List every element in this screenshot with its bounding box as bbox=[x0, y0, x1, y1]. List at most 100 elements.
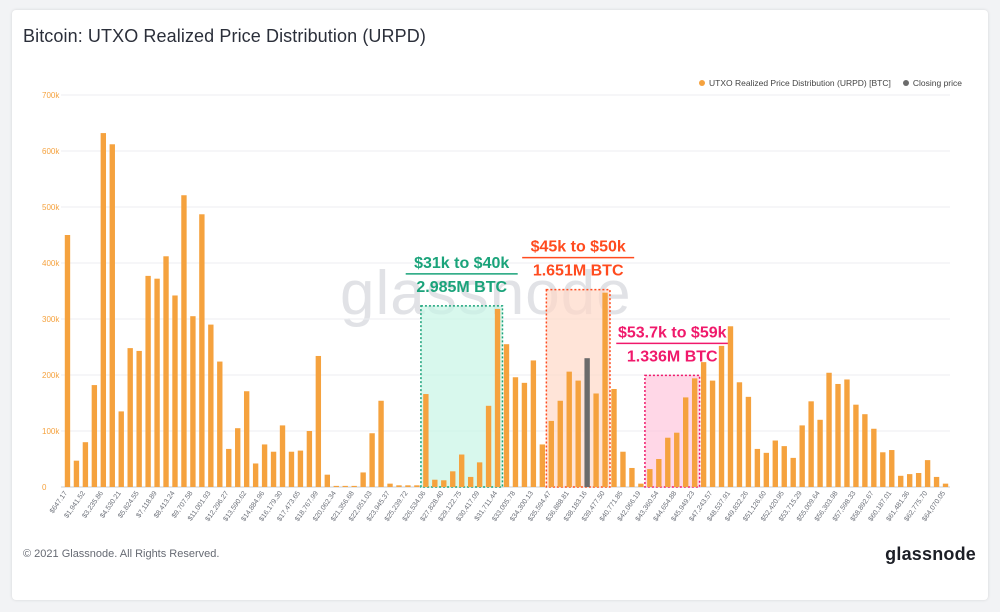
legend-label-urpd: UTXO Realized Price Distribution (URPD) … bbox=[709, 78, 891, 88]
urpd-bar bbox=[252, 463, 259, 487]
urpd-bar bbox=[763, 452, 770, 487]
urpd-bar bbox=[217, 361, 223, 487]
urpd-bar bbox=[647, 469, 653, 487]
urpd-bar bbox=[817, 419, 823, 487]
urpd-bar bbox=[467, 476, 474, 487]
urpd-bar bbox=[270, 451, 277, 487]
urpd-bar bbox=[620, 451, 626, 487]
urpd-bar bbox=[118, 411, 124, 487]
urpd-bar bbox=[243, 391, 250, 487]
urpd-bar bbox=[494, 308, 501, 487]
urpd-bar bbox=[297, 450, 304, 487]
legend-item-closing-price[interactable]: Closing price bbox=[902, 78, 962, 88]
urpd-bar bbox=[109, 144, 115, 487]
urpd-bar bbox=[423, 394, 429, 487]
urpd-bar bbox=[853, 404, 859, 487]
urpd-bar bbox=[871, 428, 877, 487]
annotation-total-3: 1.336M BTC bbox=[627, 348, 718, 365]
urpd-bar bbox=[181, 195, 187, 488]
y-tick-label: 200k bbox=[42, 371, 60, 380]
urpd-bar bbox=[656, 459, 662, 487]
legend-label-closing-price: Closing price bbox=[912, 78, 962, 88]
urpd-bar bbox=[844, 379, 850, 487]
urpd-bar bbox=[199, 214, 205, 487]
legend-dot-closing-price bbox=[902, 80, 909, 86]
closing-price-bar bbox=[584, 358, 590, 487]
urpd-bar bbox=[808, 401, 814, 487]
urpd-bar bbox=[82, 442, 89, 487]
urpd-bar bbox=[333, 485, 339, 487]
urpd-bar bbox=[235, 428, 241, 487]
urpd-bar bbox=[700, 362, 707, 487]
urpd-bar bbox=[557, 400, 563, 487]
urpd-bar bbox=[629, 467, 635, 487]
y-tick-label: 700k bbox=[42, 91, 60, 100]
urpd-bar bbox=[727, 326, 734, 487]
urpd-bar bbox=[826, 372, 832, 487]
y-tick-label: 0 bbox=[42, 483, 47, 492]
urpd-bar bbox=[906, 474, 913, 487]
urpd-bar bbox=[566, 371, 572, 487]
urpd-bar bbox=[91, 385, 98, 487]
urpd-bar bbox=[369, 433, 375, 487]
urpd-bar bbox=[530, 360, 537, 487]
urpd-bar bbox=[145, 275, 151, 487]
legend-dot-urpd bbox=[699, 80, 705, 86]
urpd-bar bbox=[503, 344, 510, 487]
urpd-bar bbox=[441, 480, 447, 487]
urpd-bar bbox=[100, 133, 107, 487]
urpd-bar bbox=[396, 485, 402, 487]
urpd-bar bbox=[718, 345, 725, 487]
urpd-bar bbox=[414, 485, 420, 487]
page-title: Bitcoin: UTXO Realized Price Distributio… bbox=[23, 26, 426, 46]
annotation-total-1: 2.985M BTC bbox=[416, 279, 507, 296]
urpd-bar bbox=[548, 420, 554, 487]
urpd-bar bbox=[611, 389, 617, 487]
urpd-bar bbox=[915, 473, 922, 487]
urpd-bar bbox=[898, 475, 904, 487]
urpd-bar bbox=[691, 378, 698, 487]
legend-item-urpd[interactable]: UTXO Realized Price Distribution (URPD) … bbox=[699, 78, 891, 88]
chart-legend: UTXO Realized Price Distribution (URPD) … bbox=[699, 78, 962, 88]
urpd-bar bbox=[781, 446, 787, 487]
urpd-bar bbox=[306, 431, 313, 487]
urpd-bar bbox=[351, 485, 357, 487]
urpd-bar bbox=[665, 437, 671, 487]
urpd-bar bbox=[799, 425, 805, 487]
urpd-bar bbox=[709, 380, 716, 487]
annotation-range-2: $45k to $50k bbox=[531, 239, 626, 256]
urpd-bar bbox=[288, 451, 295, 487]
y-tick-label: 600k bbox=[42, 147, 60, 156]
copyright-text: © 2021 Glassnode. All Rights Reserved. bbox=[23, 548, 220, 560]
urpd-bar bbox=[172, 295, 178, 487]
urpd-bar bbox=[539, 444, 546, 487]
urpd-bar bbox=[745, 396, 752, 487]
urpd-bar bbox=[638, 483, 644, 487]
urpd-bar bbox=[593, 393, 599, 487]
urpd-bar bbox=[521, 382, 528, 487]
urpd-bar bbox=[154, 278, 160, 487]
urpd-bar bbox=[942, 483, 949, 487]
urpd-bar bbox=[208, 324, 214, 487]
urpd-bar bbox=[924, 460, 931, 487]
urpd-bar bbox=[315, 355, 322, 487]
urpd-bar bbox=[73, 460, 80, 487]
urpd-bar bbox=[602, 292, 608, 487]
urpd-bar bbox=[387, 483, 393, 487]
urpd-bar bbox=[127, 348, 133, 487]
urpd-bar bbox=[476, 462, 483, 487]
urpd-bar bbox=[342, 485, 348, 487]
annotation-range-3: $53.7k to $59k bbox=[618, 324, 727, 341]
y-tick-label: 500k bbox=[42, 203, 60, 212]
urpd-bar bbox=[862, 414, 868, 487]
urpd-bar bbox=[378, 400, 384, 487]
y-tick-label: 400k bbox=[42, 259, 60, 268]
urpd-bar bbox=[889, 450, 895, 487]
urpd-bar bbox=[324, 474, 330, 487]
urpd-bar bbox=[772, 440, 778, 487]
urpd-bar bbox=[64, 235, 71, 487]
urpd-bar bbox=[432, 479, 438, 487]
urpd-bar bbox=[933, 476, 940, 487]
urpd-bar bbox=[190, 316, 196, 487]
